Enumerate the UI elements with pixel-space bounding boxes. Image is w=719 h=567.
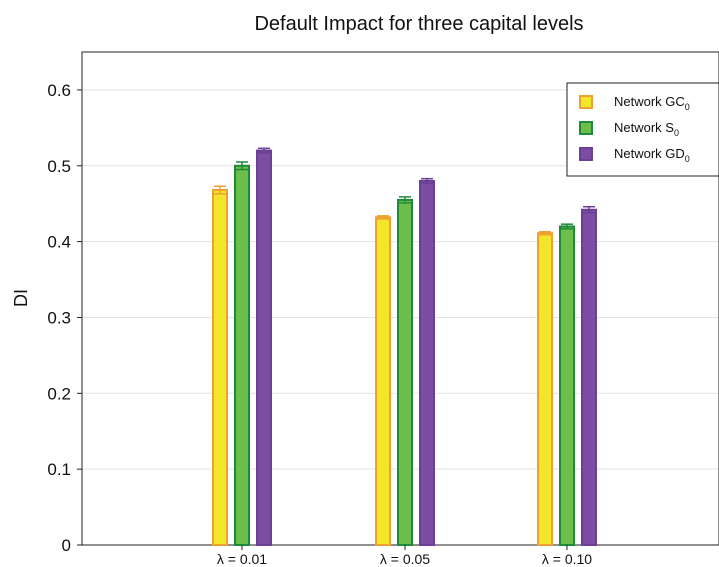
x-category-label: λ = 0.01: [217, 551, 267, 567]
y-axis-ticks: 0 0.1 0.2 0.3 0.4 0.5 0.6: [47, 81, 82, 555]
legend-swatch: [579, 121, 593, 135]
legend-label: Network GC0: [614, 94, 690, 112]
bar: [581, 208, 597, 546]
y-tick-label: 0.3: [47, 308, 71, 327]
bar: [256, 149, 272, 546]
x-axis-categories: λ = 0.01 λ = 0.05 λ = 0.10: [217, 545, 592, 567]
bar: [234, 164, 250, 546]
bar: [537, 232, 553, 546]
chart-title: Default Impact for three capital levels: [254, 13, 583, 35]
y-tick-label: 0: [62, 536, 71, 555]
bar: [419, 179, 435, 546]
bar: [397, 198, 413, 546]
bar: [375, 216, 391, 547]
y-tick-label: 0.4: [47, 233, 71, 252]
bar: [559, 225, 575, 546]
legend-label-subscript: 0: [685, 154, 690, 164]
y-tick-label: 0.2: [47, 384, 71, 403]
legend-label: Network GD0: [614, 146, 690, 164]
x-category-label: λ = 0.10: [542, 551, 592, 567]
legend-label-subscript: 0: [685, 102, 690, 112]
legend-label-subscript: 0: [674, 128, 679, 138]
y-axis-label: DI: [11, 289, 31, 307]
y-tick-label: 0.5: [47, 157, 71, 176]
legend-label: Network S0: [614, 120, 679, 138]
bar: [212, 189, 228, 546]
y-tick-label: 0.6: [47, 81, 71, 100]
legend-swatch: [579, 147, 593, 161]
bars: [212, 147, 597, 547]
legend: Network GC0 Network S0 Network GD0: [566, 82, 719, 177]
y-tick-label: 0.1: [47, 460, 71, 479]
x-category-label: λ = 0.05: [380, 551, 430, 567]
legend-swatch: [579, 95, 593, 109]
